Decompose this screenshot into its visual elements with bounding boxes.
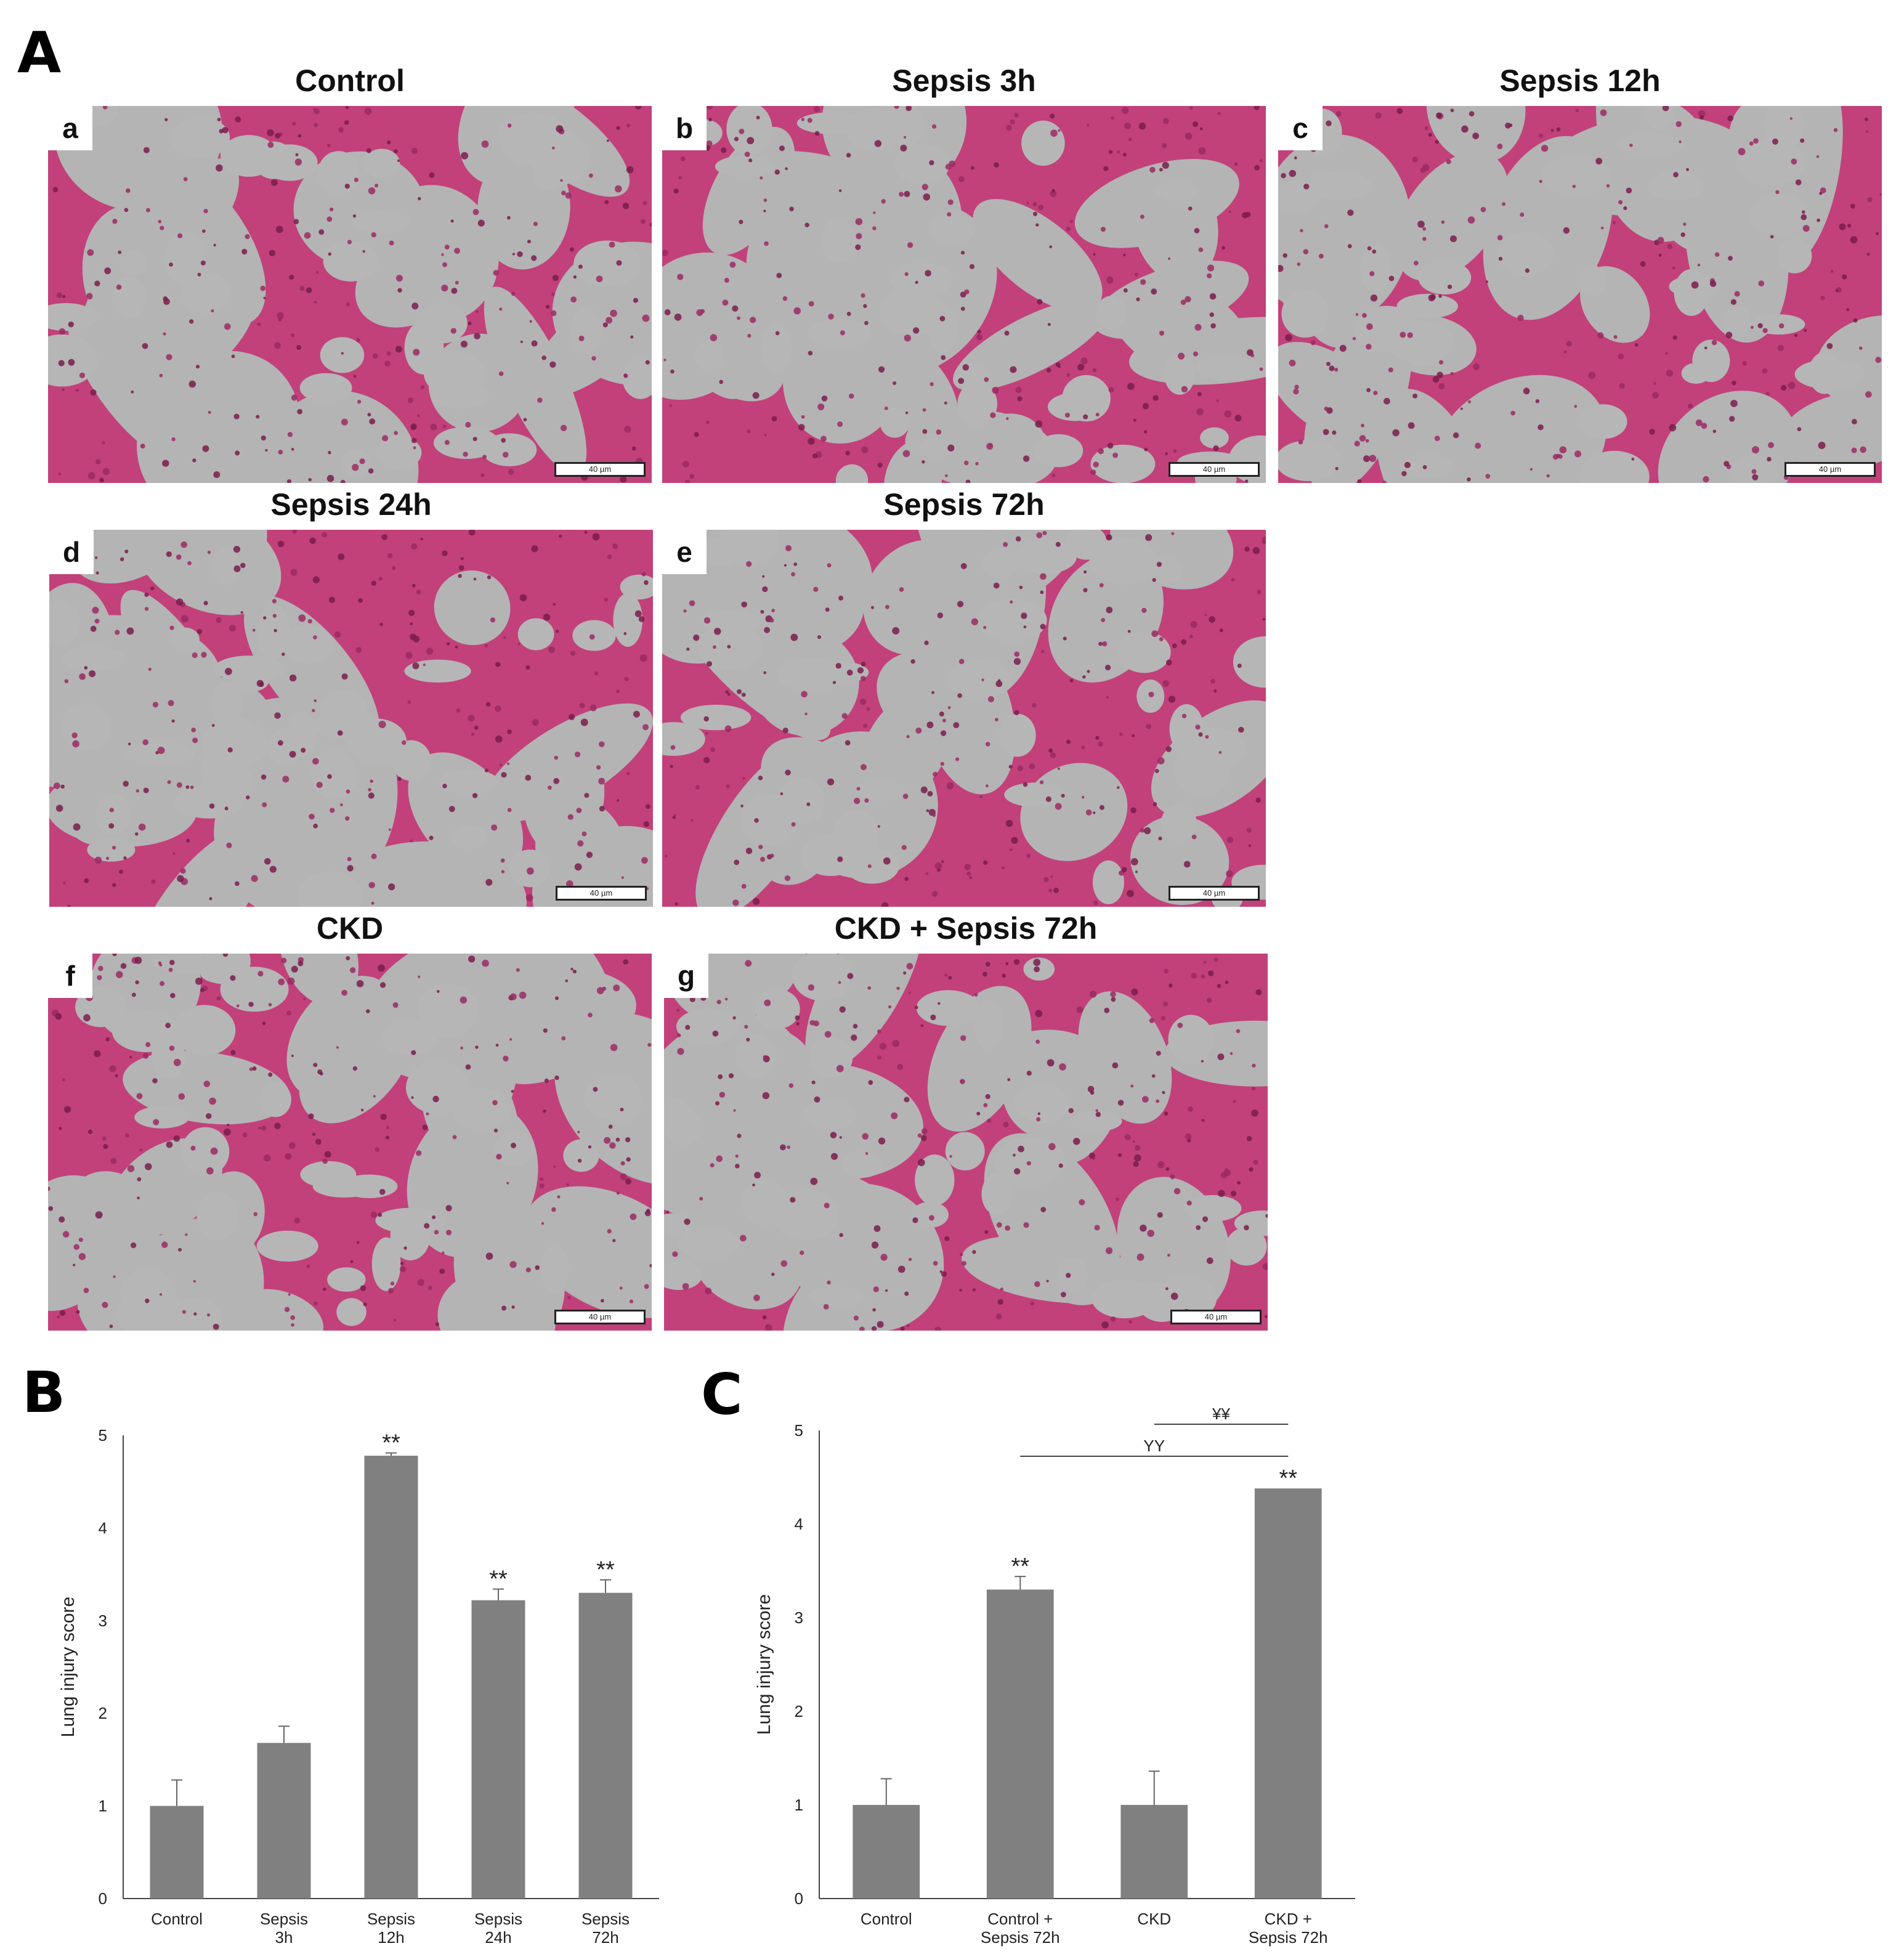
micrograph-letter: g bbox=[664, 954, 708, 998]
micrograph-title-b: Sepsis 3h bbox=[892, 63, 1036, 98]
bar bbox=[986, 1589, 1054, 1899]
y-tick-label: 2 bbox=[99, 1704, 107, 1722]
x-tick-label: Sepsis bbox=[260, 1910, 308, 1928]
x-tick-label: 12h bbox=[378, 1928, 404, 1947]
bar-chart-b: 0 1 2 3 4 5 Lung injury score Control Sepsis 3h **… bbox=[0, 1355, 690, 1951]
y-tick-label: 4 bbox=[99, 1518, 107, 1537]
micrograph-letter: a bbox=[48, 106, 92, 150]
x-tick-label: 3h bbox=[275, 1928, 293, 1947]
x-tick-label: CKD bbox=[1137, 1910, 1171, 1928]
x-tick-label: Control bbox=[151, 1910, 203, 1928]
y-axis-label: Lung injury score bbox=[754, 1594, 774, 1735]
y-tick-label: 3 bbox=[99, 1611, 107, 1630]
tissue-texture bbox=[48, 954, 652, 1331]
micrograph-title-a: Control bbox=[295, 63, 405, 98]
scale-bar: 40 µm bbox=[1170, 1310, 1262, 1324]
significance-mark: ** bbox=[1011, 1554, 1029, 1579]
tissue-texture bbox=[1278, 106, 1882, 483]
x-tick-label: CKD + bbox=[1265, 1910, 1312, 1928]
bar bbox=[150, 1806, 204, 1899]
bar bbox=[853, 1805, 920, 1899]
bar bbox=[257, 1743, 311, 1899]
significance-mark: ** bbox=[596, 1557, 615, 1583]
significance-mark: ** bbox=[489, 1567, 508, 1592]
micrograph-letter: d bbox=[49, 530, 94, 574]
micrograph-letter: e bbox=[662, 530, 707, 574]
bar bbox=[578, 1592, 633, 1899]
bar bbox=[471, 1600, 525, 1899]
micrograph-title-e: Sepsis 72h bbox=[883, 487, 1045, 522]
x-tick-label: Control + bbox=[987, 1910, 1053, 1928]
comparison-label: ¥¥ bbox=[1212, 1405, 1230, 1423]
tissue-texture bbox=[662, 106, 1266, 483]
tissue-texture bbox=[49, 530, 653, 907]
panel-label-c: C bbox=[701, 1361, 743, 1427]
x-tick-label: Control bbox=[861, 1910, 912, 1928]
tissue-texture bbox=[664, 954, 1268, 1331]
scale-bar: 40 µm bbox=[1784, 462, 1876, 477]
y-tick-label: 1 bbox=[99, 1797, 107, 1815]
micrograph-title-g: CKD + Sepsis 72h bbox=[834, 911, 1098, 946]
micrograph-e: e 40 µm bbox=[662, 530, 1266, 907]
y-tick-label: 5 bbox=[795, 1421, 803, 1440]
micrograph-letter: f bbox=[48, 954, 92, 998]
scale-bar: 40 µm bbox=[1169, 462, 1260, 477]
y-tick-label: 4 bbox=[795, 1515, 803, 1533]
micrograph-title-f: CKD bbox=[316, 911, 384, 946]
scale-bar: 40 µm bbox=[556, 886, 647, 901]
tissue-texture bbox=[662, 530, 1266, 907]
micrograph-a: a 40 µm bbox=[48, 106, 652, 483]
comparison-label: YY bbox=[1143, 1437, 1165, 1455]
chart-svg: 0 1 2 3 4 5 Lung injury score Control ** Control … bbox=[754, 1405, 1355, 1947]
bar bbox=[364, 1456, 418, 1899]
significance-mark: ** bbox=[382, 1430, 400, 1456]
micrograph-title-d: Sepsis 24h bbox=[270, 487, 432, 522]
tissue-texture bbox=[48, 106, 652, 483]
micrograph-letter: c bbox=[1278, 106, 1323, 150]
micrograph-c: c 40 µm bbox=[1278, 106, 1882, 483]
x-tick-label: 72h bbox=[592, 1928, 618, 1947]
x-tick-label: Sepsis bbox=[581, 1910, 630, 1928]
scale-bar: 40 µm bbox=[554, 462, 646, 477]
micrograph-d: d 40 µm bbox=[49, 530, 653, 907]
significance-mark: ** bbox=[1279, 1466, 1297, 1491]
bar-chart-c: 0 1 2 3 4 5 Lung injury score Control ** Control … bbox=[708, 1355, 1386, 1951]
y-tick-label: 1 bbox=[795, 1796, 803, 1814]
x-tick-label: Sepsis bbox=[367, 1910, 415, 1928]
y-tick-label: 0 bbox=[99, 1889, 107, 1908]
y-axis-label: Lung injury score bbox=[58, 1597, 78, 1737]
y-tick-label: 3 bbox=[795, 1608, 803, 1627]
y-tick-label: 0 bbox=[795, 1889, 803, 1908]
micrograph-g: g 40 µm bbox=[664, 954, 1268, 1331]
x-tick-label: 24h bbox=[485, 1928, 511, 1947]
micrograph-title-c: Sepsis 12h bbox=[1499, 63, 1661, 98]
x-tick-label: Sepsis 72h bbox=[981, 1928, 1060, 1947]
y-tick-label: 2 bbox=[795, 1702, 803, 1721]
panel-label-a: A bbox=[17, 20, 62, 86]
y-tick-label: 5 bbox=[99, 1426, 107, 1445]
x-tick-label: Sepsis bbox=[474, 1910, 522, 1928]
scale-bar: 40 µm bbox=[1169, 886, 1260, 901]
micrograph-letter: b bbox=[662, 106, 707, 150]
panel-label-b: B bbox=[22, 1360, 66, 1425]
scale-bar: 40 µm bbox=[554, 1310, 646, 1324]
x-tick-label: Sepsis 72h bbox=[1249, 1928, 1328, 1947]
micrograph-f: f 40 µm bbox=[48, 954, 652, 1331]
bar bbox=[1120, 1805, 1188, 1899]
bar bbox=[1254, 1488, 1322, 1899]
micrograph-b: b 40 µm bbox=[662, 106, 1266, 483]
